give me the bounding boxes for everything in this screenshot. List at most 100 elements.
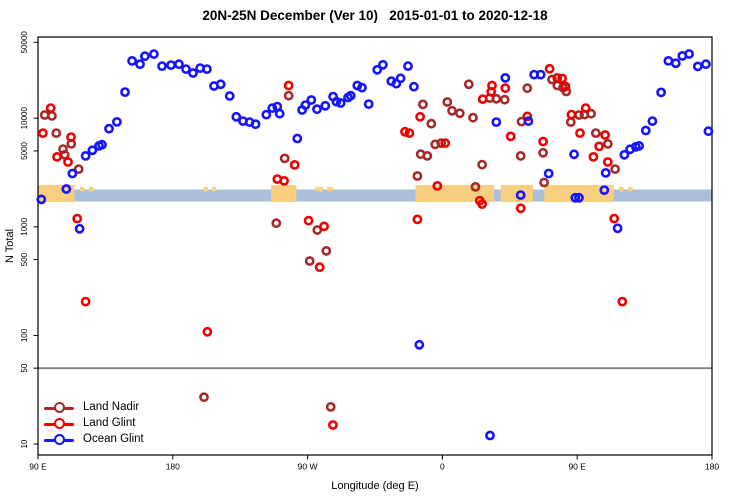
- data-point-land-nadir: [51, 128, 62, 138]
- data-point-ocean-glint: [306, 95, 317, 105]
- data-point-land-glint: [327, 420, 338, 430]
- map-band-island: [619, 187, 624, 192]
- x-tick-label: 0: [440, 462, 445, 472]
- data-point-ocean-glint: [157, 61, 167, 71]
- data-point-land-nadir: [283, 90, 294, 101]
- map-band-island: [628, 187, 633, 192]
- data-point-land-glint: [575, 128, 585, 138]
- data-point-land-nadir: [422, 150, 433, 161]
- data-point-land-glint: [303, 215, 314, 226]
- data-point-land-glint: [415, 111, 425, 122]
- data-point-ocean-glint: [570, 192, 581, 203]
- data-point-ocean-glint: [181, 64, 191, 74]
- data-point-land-nadir: [436, 138, 447, 148]
- data-point-land-nadir: [442, 97, 453, 107]
- data-point-ocean-glint: [408, 81, 419, 92]
- data-point-ocean-glint: [173, 59, 184, 70]
- data-point-land-glint: [202, 326, 213, 337]
- data-point-land-glint: [80, 296, 91, 307]
- data-point-ocean-glint: [634, 140, 644, 151]
- data-point-land-glint: [283, 80, 294, 91]
- data-point-land-glint: [72, 213, 83, 224]
- data-point-land-nadir: [586, 108, 596, 119]
- data-point-land-nadir: [515, 150, 526, 161]
- data-point-land-nadir: [561, 86, 572, 97]
- data-point-land-nadir: [522, 83, 533, 94]
- data-point-land-nadir: [321, 245, 332, 256]
- map-band-island: [315, 187, 324, 192]
- data-point-land-nadir: [491, 93, 502, 104]
- data-point-land-glint: [412, 214, 423, 225]
- data-point-land-nadir: [538, 147, 548, 158]
- data-point-land-nadir: [454, 108, 465, 119]
- data-point-ocean-glint: [87, 145, 98, 156]
- data-point-ocean-glint: [363, 99, 374, 109]
- data-point-ocean-glint: [656, 87, 666, 98]
- data-point-ocean-glint: [61, 184, 72, 194]
- data-point-ocean-glint: [267, 103, 278, 113]
- data-point-ocean-glint: [612, 223, 623, 234]
- data-point-ocean-glint: [224, 91, 235, 101]
- data-point-ocean-glint: [395, 73, 406, 84]
- plot-box: [37, 36, 713, 456]
- data-point-ocean-glint: [414, 339, 425, 350]
- data-point-ocean-glint: [357, 82, 367, 93]
- data-point-ocean-glint: [292, 133, 303, 144]
- land-nadir-marker-icon: [44, 402, 74, 414]
- data-point-land-glint: [566, 109, 577, 120]
- data-point-land-nadir: [602, 138, 613, 149]
- x-tick-label: 180: [166, 462, 180, 472]
- data-point-ocean-glint: [215, 79, 226, 90]
- y-tick-label: 100: [20, 328, 29, 342]
- data-point-ocean-glint: [640, 125, 651, 136]
- data-point-land-glint: [314, 262, 325, 273]
- data-point-land-nadir: [447, 105, 457, 116]
- ocean-glint-marker-icon: [44, 434, 74, 446]
- data-point-ocean-glint: [574, 192, 584, 203]
- y-tick-label: 10000: [20, 107, 29, 130]
- map-band-island: [79, 187, 85, 192]
- data-point-land-glint: [477, 94, 488, 104]
- data-point-land-glint: [560, 81, 571, 92]
- data-point-land-glint: [552, 73, 563, 83]
- data-point-land-nadir: [590, 128, 601, 138]
- data-point-land-glint: [609, 213, 620, 224]
- x-tick-label: 90 W: [298, 462, 318, 472]
- y-tick-label: 5000: [20, 141, 29, 159]
- data-point-ocean-glint: [403, 61, 413, 71]
- data-point-ocean-glint: [619, 149, 630, 160]
- data-point-ocean-glint: [112, 117, 122, 127]
- data-point-ocean-glint: [201, 64, 212, 74]
- map-band-ocean: [38, 189, 712, 202]
- data-point-land-nadir: [279, 153, 290, 164]
- data-point-land-glint: [432, 180, 443, 191]
- data-point-land-glint: [522, 111, 533, 122]
- data-point-land-nadir: [199, 392, 209, 403]
- x-tick-label: 180: [705, 462, 719, 472]
- data-point-ocean-glint: [320, 100, 331, 111]
- chart-title: 20N-25N December (Ver 10) 2015-01-01 to …: [202, 8, 548, 23]
- data-point-ocean-glint: [535, 69, 546, 80]
- land-glint-marker-icon: [44, 418, 74, 430]
- legend-label: Land Glint: [83, 417, 136, 430]
- data-point-ocean-glint: [104, 123, 114, 134]
- data-point-land-nadir: [547, 74, 557, 85]
- data-point-land-nadir: [610, 164, 620, 174]
- data-point-land-glint: [404, 128, 415, 138]
- data-point-land-glint: [515, 203, 526, 214]
- data-point-land-glint: [600, 130, 610, 140]
- data-point-land-nadir: [47, 111, 57, 121]
- data-point-land-glint: [580, 103, 591, 113]
- data-point-ocean-glint: [67, 168, 78, 179]
- data-point-ocean-glint: [335, 98, 346, 108]
- data-point-land-glint: [63, 157, 73, 167]
- map-band-island: [88, 187, 94, 192]
- data-point-ocean-glint: [372, 64, 383, 75]
- y-tick-label: 50: [20, 363, 29, 372]
- data-point-ocean-glint: [148, 49, 159, 59]
- data-point-ocean-glint: [523, 116, 534, 126]
- data-point-land-nadir: [325, 401, 336, 412]
- data-point-ocean-glint: [74, 223, 85, 234]
- data-point-ocean-glint: [515, 190, 526, 200]
